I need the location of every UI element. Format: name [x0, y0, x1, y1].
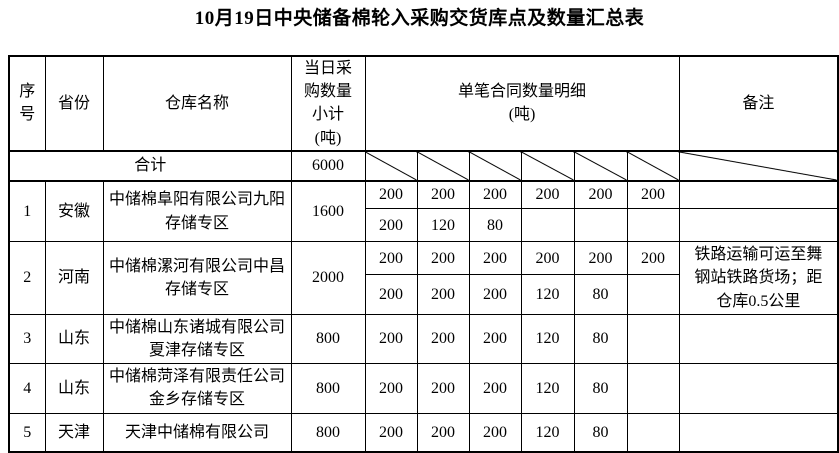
detail-cell: 120 [520, 412, 575, 453]
detail-cell: 200 [416, 363, 470, 414]
table-subrow: 200 120 80 [9, 208, 839, 243]
detail-cell [626, 274, 680, 315]
header-row: 序号 省份 仓库名称 当日采购数量小计 (吨) 单笔合同数量明细 (吨) 备注 [8, 55, 839, 152]
col-header-daily-subtotal: 当日采购数量小计 (吨) [290, 55, 366, 152]
row-subtotal: 800 [290, 412, 366, 453]
detail-cell: 80 [573, 313, 628, 365]
detail-cell: 200 [468, 274, 522, 315]
row-index: 3 [8, 313, 46, 365]
detail-cell: 200 [416, 313, 470, 365]
detail-cell: 200 [416, 274, 470, 315]
total-label: 合计 [8, 150, 292, 182]
detail-cell: 200 [416, 180, 470, 210]
detail-cell: 200 [416, 241, 470, 276]
table-row: 5 天津 天津中储棉有限公司 800 200 200 200 120 80 [8, 412, 839, 453]
table-subrow: 200 200 200 120 80 [9, 274, 838, 315]
summary-table: 序号 省份 仓库名称 当日采购数量小计 (吨) 单笔合同数量明细 (吨) 备注 … [8, 55, 839, 453]
remark-cell: 铁路运输可运至舞钢站铁路货场；距仓库0.5公里 [678, 241, 839, 315]
detail-cell: 200 [364, 241, 418, 276]
detail-cell: 200 [364, 412, 418, 453]
row-warehouse: 中储棉漯河有限公司中昌存储专区 [102, 241, 292, 315]
detail-cell: 200 [364, 208, 418, 243]
page-title: 10月19日中央储备棉轮入采购交货库点及数量汇总表 [194, 8, 645, 29]
row-province: 山东 [44, 313, 104, 365]
detail-cell [520, 208, 575, 243]
total-value: 6000 [290, 150, 366, 182]
remark-cell [678, 363, 839, 414]
row-warehouse: 中储棉阜阳有限公司九阳存储专区 [102, 180, 292, 243]
row-subtotal: 800 [290, 363, 366, 414]
diagonal-cell [364, 150, 418, 182]
row-province: 天津 [44, 412, 104, 453]
diagonal-cell [416, 150, 470, 182]
detail-cell [626, 313, 680, 365]
detail-cell: 120 [520, 313, 575, 365]
table-row: 2 河南 中储棉漯河有限公司中昌存储专区 2000 200 200 200 20… [8, 241, 839, 315]
detail-cell: 120 [520, 274, 575, 315]
detail-cell: 200 [364, 274, 418, 315]
col-header-remark: 备注 [678, 55, 839, 152]
detail-cell: 200 [468, 313, 522, 365]
col-header-contract-detail: 单笔合同数量明细 (吨) [364, 55, 680, 152]
detail-cell [573, 208, 628, 243]
diagonal-cell [468, 150, 522, 182]
row-index: 1 [8, 180, 46, 243]
diagonal-cell [626, 150, 680, 182]
table-row: 4 山东 中储棉菏泽有限责任公司金乡存储专区 800 200 200 200 1… [8, 363, 839, 414]
row-subtotal: 800 [290, 313, 366, 365]
detail-cell [626, 208, 680, 243]
row-province: 山东 [44, 363, 104, 414]
remark-cell [678, 180, 839, 210]
detail-cell: 200 [364, 180, 418, 210]
table-row: 1 安徽 中储棉阜阳有限公司九阳存储专区 1600 200 200 200 20… [8, 180, 839, 243]
detail-cell: 200 [364, 363, 418, 414]
detail-cell: 200 [626, 180, 680, 210]
row-warehouse: 中储棉菏泽有限责任公司金乡存储专区 [102, 363, 292, 414]
remark-cell [678, 208, 839, 243]
row-index: 4 [8, 363, 46, 414]
detail-cell: 200 [468, 180, 522, 210]
table-row: 3 山东 中储棉山东诸城有限公司夏津存储专区 800 200 200 200 1… [8, 313, 839, 365]
row-subtotal: 2000 [290, 241, 366, 315]
detail-cell: 80 [573, 274, 628, 315]
remark-cell [678, 412, 839, 453]
detail-cell: 200 [626, 241, 680, 276]
detail-cell: 120 [520, 363, 575, 414]
col-header-index: 序号 [8, 55, 46, 152]
row-index: 5 [8, 412, 46, 453]
detail-cell: 80 [468, 208, 522, 243]
detail-cell: 200 [573, 241, 628, 276]
detail-cell: 200 [468, 412, 522, 453]
remark-cell [678, 313, 839, 365]
detail-cell [626, 412, 680, 453]
total-row: 合计 6000 [8, 150, 839, 182]
row-province: 安徽 [44, 180, 104, 243]
row-warehouse: 天津中储棉有限公司 [102, 412, 292, 453]
detail-cell: 200 [520, 241, 575, 276]
detail-cell: 200 [364, 313, 418, 365]
detail-cell: 80 [573, 412, 628, 453]
row-index: 2 [8, 241, 46, 315]
row-province: 河南 [44, 241, 104, 315]
row-subtotal: 1600 [290, 180, 366, 243]
diagonal-cell [520, 150, 575, 182]
detail-cell: 200 [468, 241, 522, 276]
row-warehouse: 中储棉山东诸城有限公司夏津存储专区 [102, 313, 292, 365]
col-header-province: 省份 [44, 55, 104, 152]
detail-cell: 200 [573, 180, 628, 210]
detail-cell: 200 [468, 363, 522, 414]
diagonal-remark-cell [678, 150, 839, 182]
diagonal-cell [573, 150, 628, 182]
detail-cell: 80 [573, 363, 628, 414]
detail-cell: 200 [416, 412, 470, 453]
detail-cell: 200 [520, 180, 575, 210]
detail-cell [626, 363, 680, 414]
col-header-warehouse: 仓库名称 [102, 55, 292, 152]
detail-cell: 120 [416, 208, 470, 243]
